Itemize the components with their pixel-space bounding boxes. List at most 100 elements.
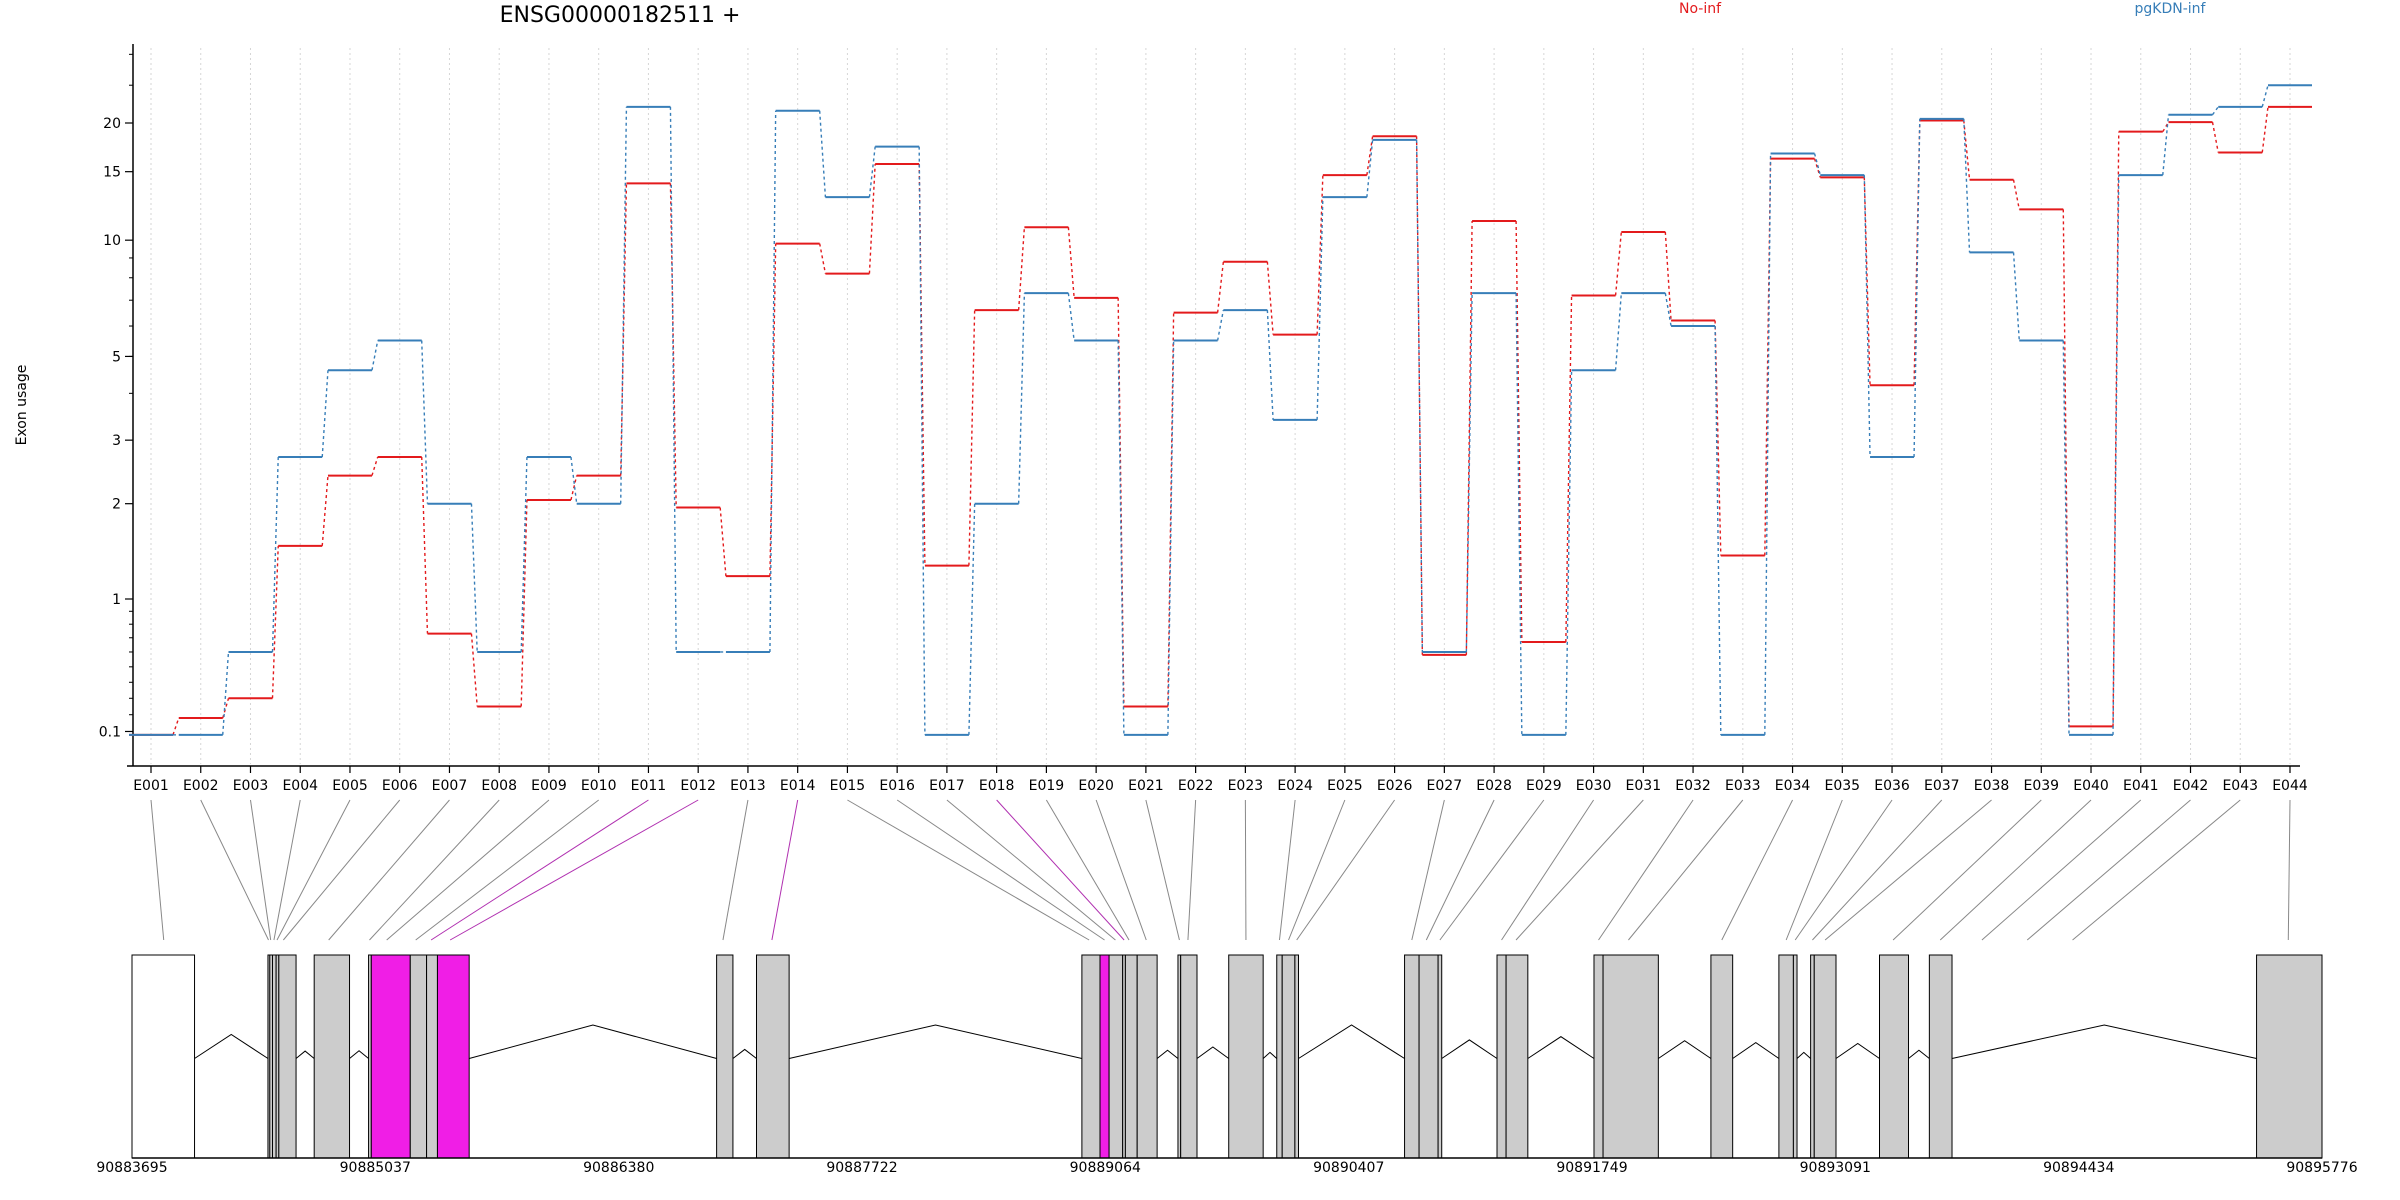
step-pgkdn-inf-e005 (371, 340, 379, 371)
x-tick-label-e015: E015 (830, 778, 866, 794)
intron-28 (1441, 1039, 1498, 1059)
exon-box-e022 (1180, 954, 1198, 1159)
exon-box-e028 (1418, 954, 1439, 1159)
y-tick-label-3: 3 (112, 433, 121, 449)
step-no-inf-e029 (1565, 295, 1573, 642)
coordinate-label-0: 90883695 (96, 1160, 167, 1176)
x-tick-label-e033: E033 (1725, 778, 1761, 794)
connector-e012 (449, 799, 699, 941)
step-pgkdn-inf-e011 (669, 106, 677, 652)
coordinate-label-8: 90894434 (2043, 1160, 2114, 1176)
step-no-inf-e011 (669, 183, 677, 508)
exon-box-e019 (1124, 954, 1138, 1159)
x-axis-ticks: E001 E002 E003 E004 E005 E006 E007 E008 E009 E010… (133, 766, 2308, 794)
series-lines (129, 84, 2312, 736)
connector-e009 (386, 799, 550, 941)
x-tick-label-e044: E044 (2272, 778, 2308, 794)
intron-12 (732, 1048, 757, 1059)
y-tick-label-5: 10 (103, 233, 121, 249)
connector-e029 (1439, 799, 1545, 941)
chart-title: ENSG00000182511 + (500, 3, 741, 28)
connector-e014 (771, 799, 799, 941)
intron-32 (1658, 1040, 1712, 1059)
connector-e018 (996, 799, 1125, 941)
step-pgkdn-inf-e006 (421, 340, 429, 504)
exon-box-e038 (1813, 954, 1837, 1159)
step-no-inf-e015 (868, 163, 876, 274)
intron-39 (1951, 1024, 2257, 1059)
step-no-inf-e008 (520, 499, 528, 707)
x-tick-label-e008: E008 (481, 778, 517, 794)
step-pgkdn-inf-e014 (818, 110, 827, 198)
y-tick-label-6: 15 (103, 165, 121, 181)
step-no-inf-e001 (172, 717, 180, 736)
exon-box-e015 (1081, 954, 1101, 1159)
exon-box-e030 (1496, 954, 1507, 1159)
intron-21 (1196, 1046, 1230, 1059)
intron-13 (789, 1024, 1082, 1059)
x-tick-label-e003: E003 (233, 778, 269, 794)
connector-e034 (1721, 799, 1794, 941)
step-pgkdn-inf-e022 (1216, 309, 1225, 341)
exon-box-e006 (278, 954, 297, 1159)
connector-e042 (2026, 799, 2191, 941)
step-pgkdn-inf-e038 (2012, 252, 2020, 341)
x-tick-label-e041: E041 (2123, 778, 2159, 794)
step-pgkdn-inf-e033 (1764, 153, 1772, 735)
intron-25 (1298, 1024, 1405, 1059)
step-no-inf-e009 (570, 475, 578, 501)
exon-box-e023 (1228, 954, 1264, 1159)
step-no-inf-e016 (918, 163, 926, 566)
x-tick-label-e026: E026 (1377, 778, 1413, 794)
x-tick-label-e035: E035 (1825, 778, 1861, 794)
x-tick-label-e006: E006 (382, 778, 418, 794)
x-tick-label-e011: E011 (631, 778, 667, 794)
y-tick-label-7: 20 (103, 116, 121, 132)
connector-e025 (1288, 799, 1346, 941)
x-tick-label-e023: E023 (1228, 778, 1264, 794)
y-tick-label-2: 2 (112, 497, 121, 513)
intron-30 (1527, 1036, 1595, 1059)
x-tick-label-e040: E040 (2073, 778, 2109, 794)
step-no-inf-e039 (2062, 209, 2070, 727)
connector-e027 (1411, 799, 1445, 941)
step-no-inf-e023 (1266, 261, 1274, 335)
connector-e035 (1785, 799, 1843, 941)
connector-e040 (1939, 799, 2092, 941)
exon-box-e013 (716, 954, 734, 1159)
x-tick-label-e009: E009 (531, 778, 567, 794)
x-tick-label-e038: E038 (1974, 778, 2010, 794)
exon-box-e007 (313, 954, 351, 1159)
exon-box-e036 (1792, 954, 1798, 1159)
connector-e010 (415, 799, 600, 941)
intron-38 (1908, 1049, 1930, 1059)
connector-e006 (282, 799, 401, 941)
step-pgkdn-inf-e039 (2062, 340, 2070, 735)
exon-box-e029 (1437, 954, 1443, 1159)
connector-e004 (273, 799, 301, 941)
connector-e022 (1187, 799, 1197, 941)
legend-pgkdn-inf: pgKDN-inf (2135, 1, 2207, 17)
step-no-inf-e017 (968, 310, 976, 566)
connector-e031 (1515, 799, 1644, 941)
x-tick-label-e004: E004 (282, 778, 318, 794)
x-tick-label-e032: E032 (1675, 778, 1711, 794)
step-pgkdn-inf-e019 (1067, 293, 1075, 341)
intron-33 (1732, 1042, 1780, 1059)
x-tick-label-e030: E030 (1576, 778, 1612, 794)
x-tick-label-e034: E034 (1775, 778, 1811, 794)
step-pgkdn-inf-e029 (1565, 370, 1573, 735)
exon-box-e034 (1710, 954, 1734, 1159)
connector-e013 (722, 799, 749, 941)
intron-22 (1262, 1051, 1278, 1059)
connector-e002 (200, 799, 269, 941)
x-tick-label-e002: E002 (183, 778, 219, 794)
step-pgkdn-inf-e020 (1117, 340, 1125, 735)
step-no-inf-e042 (2211, 122, 2219, 153)
connector-e008 (369, 799, 500, 941)
connector-e043 (2072, 799, 2241, 941)
step-no-inf-e004 (321, 475, 329, 546)
step-pgkdn-inf-e017 (968, 503, 976, 735)
x-tick-label-e024: E024 (1277, 778, 1313, 794)
x-tick-label-e043: E043 (2222, 778, 2258, 794)
